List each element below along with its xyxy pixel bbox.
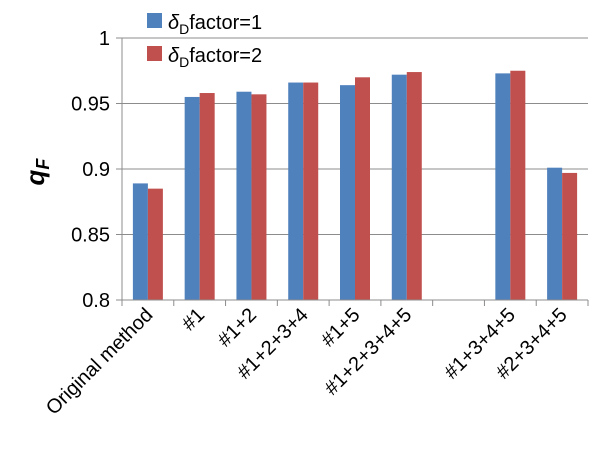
- x-tick-label-1: Original method: [42, 304, 157, 419]
- y-tick-label-1: 0.85: [71, 225, 110, 247]
- bar-series-2-cat-4: [303, 82, 319, 300]
- legend-label-series-1: δDfactor=1: [168, 12, 262, 37]
- bar-series-2-cat-3: [251, 94, 267, 300]
- bar-series-2-cat-1: [147, 188, 163, 300]
- bar-series-2-cat-6: [406, 72, 422, 300]
- y-tick-label-4: 1: [99, 28, 110, 50]
- bar-series-2-cat-8: [510, 70, 526, 300]
- bar-series-1-cat-2: [184, 96, 200, 300]
- legend: δDfactor=1 δDfactor=2: [147, 12, 262, 70]
- legend-swatch-series-2: [147, 46, 162, 61]
- legend-item-series-1: δDfactor=1: [147, 12, 262, 37]
- bar-series-1-cat-1: [132, 183, 148, 300]
- bar-series-1-cat-3: [236, 91, 252, 301]
- y-axis: 0.8 0.85 0.9 0.95 1: [71, 28, 123, 312]
- bar-series-1-cat-9: [547, 167, 563, 300]
- bar-series-2-cat-5: [355, 77, 370, 300]
- x-tick-label-3: #1+2: [214, 304, 261, 351]
- bars: [132, 70, 578, 301]
- bar-series-1-cat-8: [495, 73, 511, 301]
- y-axis-label: qF: [20, 158, 53, 186]
- bar-series-1-cat-4: [288, 82, 304, 300]
- legend-swatch-series-1: [147, 13, 162, 28]
- y-tick-label-0: 0.8: [82, 290, 110, 312]
- legend-item-series-2: δDfactor=2: [147, 45, 262, 70]
- bar-series-2-cat-2: [199, 93, 215, 301]
- x-axis: Original method #1 #1+2#1+2+3+4 #1+5#1+2+3+…: [42, 299, 589, 419]
- legend-label-series-2: δDfactor=2: [168, 45, 262, 70]
- y-tick-label-2: 0.9: [82, 159, 110, 181]
- y-tick-label-3: 0.95: [71, 94, 110, 116]
- x-tick-label-2: #1: [178, 304, 209, 335]
- bar-series-1-cat-6: [391, 74, 407, 301]
- bar-series-2-cat-9: [562, 172, 578, 300]
- bar-series-1-cat-5: [340, 85, 355, 300]
- x-tick-label-5: #1+5: [317, 304, 364, 351]
